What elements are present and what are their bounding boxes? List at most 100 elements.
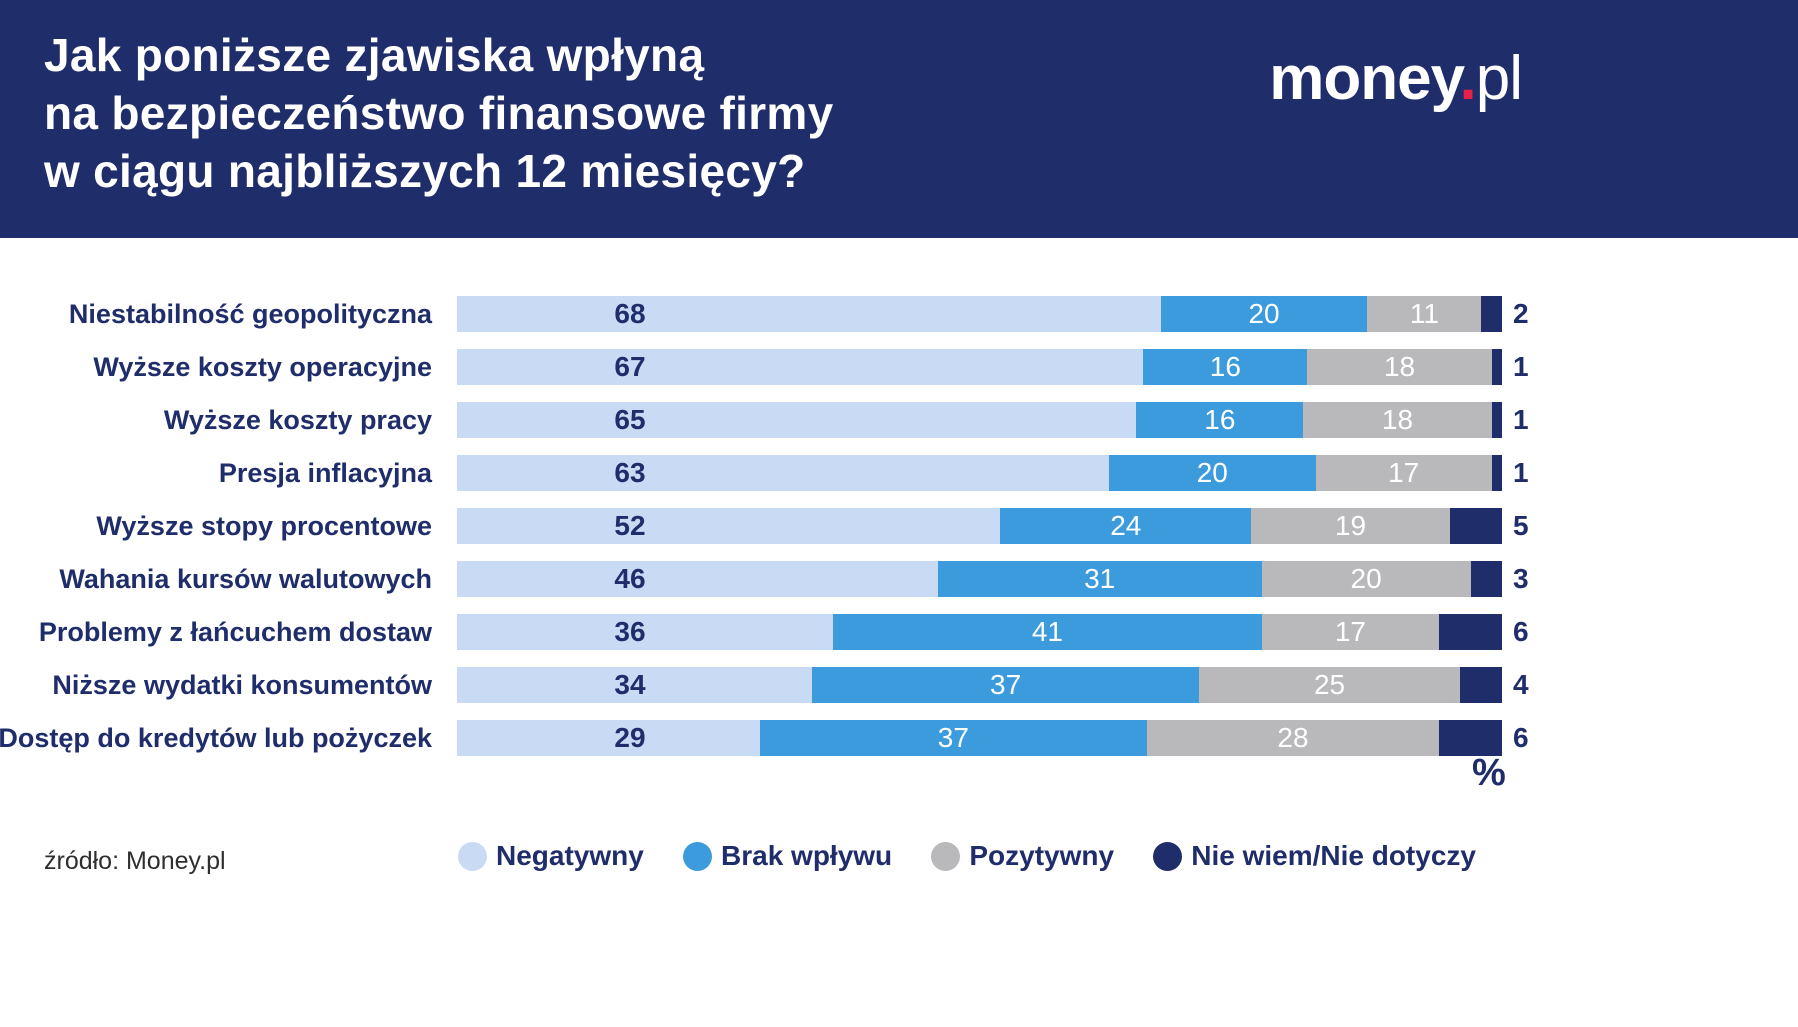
bar-track: 67 16 18 [457,349,1502,385]
bar-track: 52 24 19 [457,508,1502,544]
bar-value-outside: 1 [1513,351,1529,382]
bar-segment-pozytywny: 19 [1251,508,1450,544]
bar-segment-negatywny: 67 [457,349,1144,385]
legend-label: Pozytywny [969,840,1115,871]
bar-segment-brak-wplywu: 20 [1160,296,1368,332]
segment-value: 68 [614,298,646,329]
chart-row: Wyższe stopy procentowe 52 24 19 5 [0,508,1798,544]
category-label: Wahania kursów walutowych [59,563,432,594]
bar-value-outside: 4 [1513,669,1529,700]
segment-value: 25 [1313,669,1346,700]
bar-value-outside: 5 [1513,510,1529,541]
segment-value: 65 [614,404,646,435]
bar-segment-negatywny: 36 [457,614,834,650]
bar-segment-nie-wiem-nie-dotyczy [1481,296,1502,332]
bar-segment-brak-wplywu: 16 [1143,349,1308,385]
category-label: Problemy z łańcuchem dostaw [38,616,432,647]
bar-track: 65 16 18 [457,402,1502,438]
bar-segment-negatywny: 52 [457,508,1001,544]
bar-value-outside: 1 [1513,457,1529,488]
bar-track: 29 37 28 [457,720,1502,756]
bar-track: 63 20 17 [457,455,1502,491]
legend-label: Brak wpływu [721,840,893,871]
category-label: Presja inflacyjna [218,457,432,488]
bar-segment-pozytywny: 25 [1198,667,1461,703]
segment-value: 34 [614,669,646,700]
bar-segment-nie-wiem-nie-dotyczy [1491,455,1502,491]
logo-money-text: money [1269,44,1460,113]
bar-segment-negatywny: 29 [457,720,761,756]
legend-item-brak-wplywu: Brak wpływu [683,840,892,872]
bar-segment-brak-wplywu: 41 [833,614,1262,650]
segment-value: 29 [614,722,646,753]
bar-segment-negatywny: 68 [457,296,1161,332]
bar-segment-brak-wplywu: 20 [1108,455,1316,491]
segment-value: 19 [1334,510,1367,541]
logo-dot: . [1459,44,1477,113]
bar-segment-brak-wplywu: 24 [1000,508,1252,544]
segment-value: 20 [1350,563,1382,594]
legend-dot-icon [458,841,487,871]
chart-rows: Niestabilność geopolityczna 68 20 11 2 Wyższe… [0,296,1798,756]
page-title: Jak poniższe zjawiska wpłyną na bezpiecz… [44,26,834,200]
bar-segment-brak-wplywu: 37 [760,720,1147,756]
category-label: Wyższe stopy procentowe [96,510,432,541]
bar-value-outside: 1 [1513,404,1529,435]
bar-track: 36 41 17 [457,614,1502,650]
bar-segment-nie-wiem-nie-dotyczy [1460,667,1502,703]
segment-value: 18 [1383,351,1416,382]
segment-value: 37 [937,722,969,753]
chart-row: Wahania kursów walutowych 46 31 20 3 [0,561,1798,597]
bar-segment-negatywny: 63 [457,455,1109,491]
segment-value: 31 [1084,563,1116,594]
legend-dot-icon [1153,841,1183,871]
segment-value: 16 [1204,404,1236,435]
legend-label: Nie wiem/Nie dotyczy [1191,840,1476,871]
bar-segment-brak-wplywu: 16 [1136,402,1304,438]
bar-segment-pozytywny: 17 [1261,614,1440,650]
chart-row: Wyższe koszty pracy 65 16 18 1 [0,402,1798,438]
segment-value: 11 [1409,298,1439,329]
bar-segment-pozytywny: 20 [1261,561,1471,597]
bar-chart: Niestabilność geopolityczna 68 20 11 2 Wyższe… [0,296,1798,875]
segment-value: 52 [614,510,646,541]
bar-segment-pozytywny: 18 [1307,349,1492,385]
bar-segment-nie-wiem-nie-dotyczy [1491,349,1502,385]
legend-dot-icon [931,841,961,871]
bar-track: 46 31 20 [457,561,1502,597]
percent-unit-label: % [1472,752,1506,794]
chart-row: Niższe wydatki konsumentów 34 37 25 4 [0,667,1798,703]
segment-value: 37 [990,669,1022,700]
legend-label: Negatywny [496,840,644,871]
bar-segment-pozytywny: 17 [1315,455,1492,491]
segment-value: 41 [1031,616,1063,647]
chart-row: Wyższe koszty operacyjne 67 16 18 1 [0,349,1798,385]
chart-row: Dostęp do kredytów lub pożyczek 29 37 28 6 [0,720,1798,756]
bar-segment-brak-wplywu: 31 [937,561,1262,597]
category-label: Niestabilność geopolityczna [68,298,432,329]
bar-segment-nie-wiem-nie-dotyczy [1439,614,1502,650]
segment-value: 18 [1381,404,1414,435]
legend-item-negatywny: Negatywny [458,840,644,872]
chart-row: Presja inflacyjna 63 20 17 1 [0,455,1798,491]
bar-segment-nie-wiem-nie-dotyczy [1449,508,1502,544]
segment-value: 63 [614,457,646,488]
segment-value: 24 [1110,510,1142,541]
segment-value: 17 [1334,616,1367,647]
bar-segment-pozytywny: 18 [1303,402,1492,438]
bar-segment-negatywny: 46 [457,561,938,597]
title-line-1: Jak poniższe zjawiska wpłyną [44,29,705,81]
logo-pl-text: pl [1475,44,1523,113]
category-label: Wyższe koszty operacyjne [93,351,432,382]
bar-value-outside: 3 [1513,563,1529,594]
bar-value-outside: 2 [1513,298,1529,329]
segment-value: 67 [614,351,646,382]
legend-item-nie-wiem-nie-dotyczy: Nie wiem/Nie dotyczy [1153,840,1476,872]
bar-segment-negatywny: 34 [457,667,813,703]
bar-segment-nie-wiem-nie-dotyczy [1439,720,1502,756]
bar-segment-nie-wiem-nie-dotyczy [1470,561,1502,597]
chart-row: Niestabilność geopolityczna 68 20 11 2 [0,296,1798,332]
bar-segment-nie-wiem-nie-dotyczy [1491,402,1502,438]
bar-segment-brak-wplywu: 37 [812,667,1199,703]
source-label: źródło: Money.pl [44,847,226,875]
